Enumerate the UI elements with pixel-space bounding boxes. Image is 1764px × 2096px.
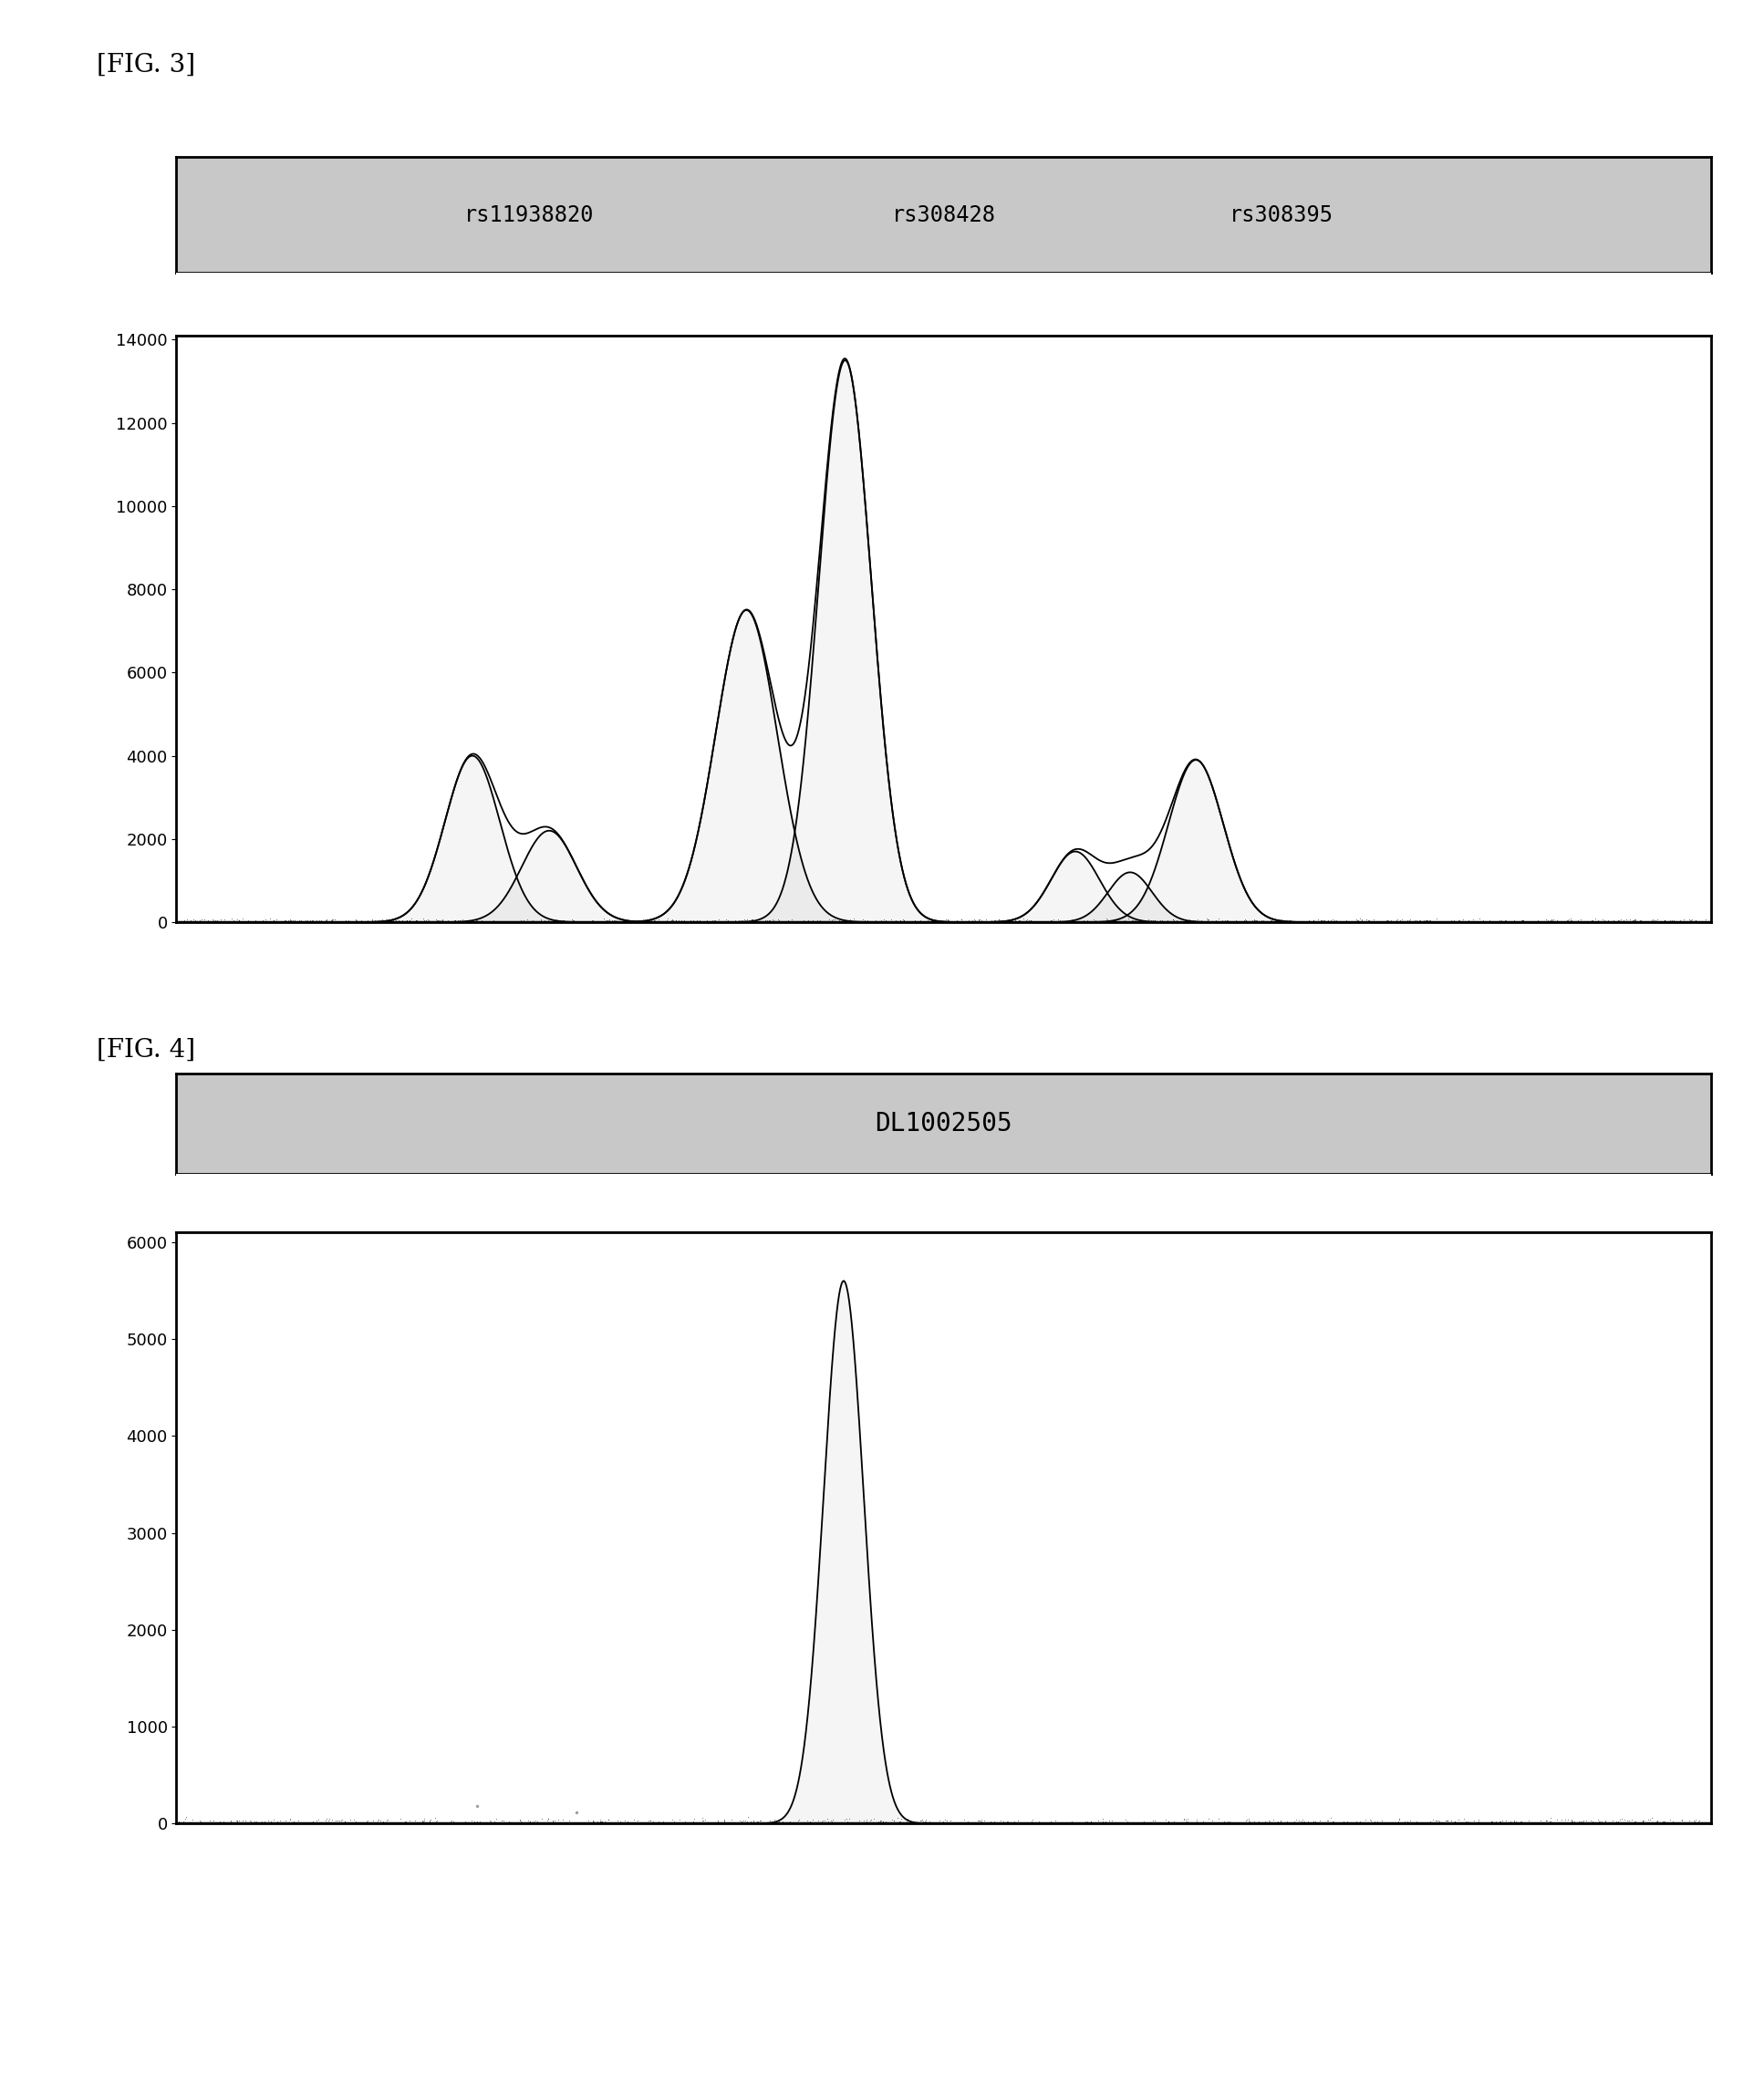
Text: DL1002505: DL1002505 bbox=[875, 1111, 1013, 1136]
Text: rs308395: rs308395 bbox=[1230, 203, 1334, 226]
Text: [FIG. 4]: [FIG. 4] bbox=[97, 1038, 196, 1063]
Text: rs308428: rs308428 bbox=[893, 203, 995, 226]
Text: [FIG. 3]: [FIG. 3] bbox=[97, 52, 196, 78]
Text: rs11938820: rs11938820 bbox=[464, 203, 594, 226]
